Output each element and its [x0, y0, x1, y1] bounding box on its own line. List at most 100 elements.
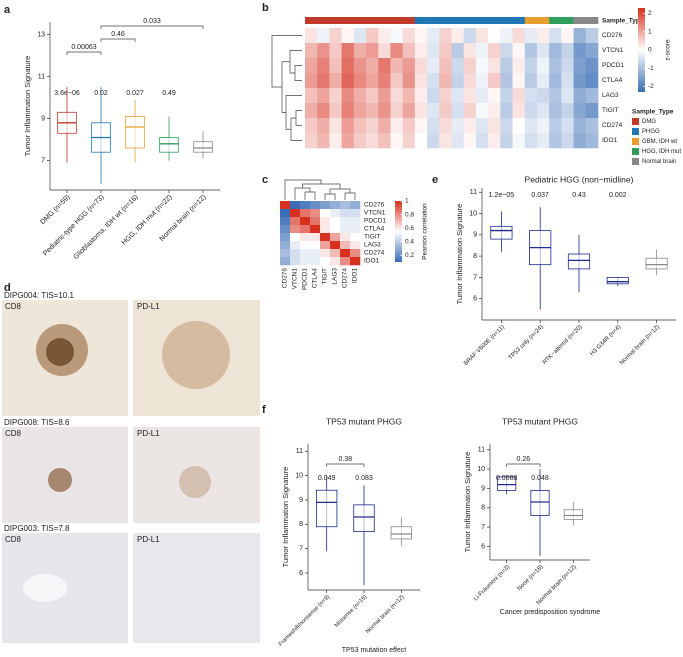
- heat-cell: [390, 43, 403, 59]
- heat-cell: [280, 209, 291, 218]
- heat-cell: [500, 133, 513, 149]
- heat-cell: [475, 103, 489, 119]
- heat-cell: [320, 249, 331, 258]
- comparison-bracket: [506, 463, 541, 467]
- heat-cell: [320, 233, 331, 242]
- heat-cell: [439, 133, 452, 149]
- heat-cell: [378, 28, 391, 44]
- heat-cell: [512, 43, 526, 59]
- heat-cell: [366, 73, 379, 89]
- heat-cell: [290, 201, 301, 210]
- heat-cell: [290, 209, 301, 218]
- heat-cell: [300, 241, 311, 250]
- heat-cell: [329, 88, 342, 104]
- sample-type-cell: [366, 17, 379, 24]
- p-value: 1.2e−05: [489, 192, 515, 199]
- heat-cell: [561, 118, 574, 134]
- heat-cell: [310, 201, 321, 210]
- heat-cell: [488, 88, 501, 104]
- heat-cell: [561, 58, 574, 74]
- heat-cell: [463, 28, 477, 44]
- heat-cell: [340, 217, 351, 226]
- y-tick-label: 7: [481, 524, 485, 531]
- heat-cell: [300, 209, 311, 218]
- heat-cell: [585, 43, 599, 59]
- panel-label: b: [262, 2, 269, 14]
- heat-cell: [585, 28, 599, 44]
- heat-cell: [536, 43, 550, 59]
- heat-cell: [475, 133, 489, 149]
- heat-cell: [414, 73, 428, 89]
- heat-cell: [475, 88, 489, 104]
- heat-cell: [317, 118, 330, 134]
- colorbar-tick-label: 0.4: [405, 238, 414, 245]
- heat-cell: [402, 28, 416, 44]
- heat-cell: [305, 43, 318, 59]
- heat-cell: [402, 118, 416, 134]
- heat-cell: [280, 201, 291, 210]
- heat-cell: [330, 217, 341, 226]
- heat-cell: [350, 201, 361, 210]
- heat-cell: [427, 88, 440, 104]
- x-tick-label: TP53 only (n=24): [508, 324, 545, 361]
- y-tick-label: 8: [473, 253, 477, 260]
- heat-cell: [585, 58, 599, 74]
- heat-cell: [488, 58, 501, 74]
- sample-type-cell: [439, 17, 452, 24]
- row-label: LAG3: [364, 242, 381, 249]
- heat-cell: [353, 28, 367, 44]
- heat-cell: [439, 103, 452, 119]
- heat-cell: [402, 88, 416, 104]
- heat-cell: [524, 43, 538, 59]
- sample-type-cell: [353, 17, 367, 24]
- sample-type-cell: [451, 17, 465, 24]
- heat-cell: [414, 103, 428, 119]
- panel-label: d: [4, 282, 11, 294]
- y-tick-label: 10: [295, 472, 303, 479]
- stain-blob: [179, 466, 211, 498]
- comparison-bracket: [66, 51, 102, 55]
- heat-cell: [536, 103, 550, 119]
- legend-swatch: [632, 138, 639, 145]
- heat-cell: [300, 233, 311, 242]
- annotation-label: Sample_Type: [602, 18, 644, 25]
- column-label: LAG3: [332, 268, 339, 285]
- sample-type-cell: [329, 17, 342, 24]
- y-tick-label: 13: [37, 31, 45, 38]
- x-tick-label: BRAF V600E (n=11): [463, 324, 506, 367]
- column-dendrogram: [284, 179, 356, 200]
- heat-cell: [427, 58, 440, 74]
- heat-cell: [330, 225, 341, 234]
- x-tick-label: H3 G34R (n=4): [589, 324, 622, 357]
- heat-cell: [414, 43, 428, 59]
- heat-cell: [402, 73, 416, 89]
- ihc-image: [133, 300, 260, 416]
- heat-cell: [320, 241, 331, 250]
- heat-cell: [573, 73, 587, 89]
- colorbar-tick-label: -2: [648, 83, 654, 90]
- colorbar-tick-label: 0.2: [405, 252, 414, 259]
- chart-title: Pediatric HGG (non−midline): [525, 174, 634, 184]
- heat-cell: [573, 43, 587, 59]
- heat-cell: [439, 28, 452, 44]
- y-tick-label: 8: [481, 505, 485, 512]
- comparison-p: 0.46: [111, 31, 125, 38]
- legend-label: DMG: [642, 119, 656, 125]
- p-value: 3.6e−06: [54, 90, 80, 97]
- comparison-p: 0.38: [339, 456, 353, 463]
- heat-cell: [329, 28, 342, 44]
- heat-cell: [350, 217, 361, 226]
- heat-cell: [439, 58, 452, 74]
- row-label: TIGIT: [364, 234, 381, 241]
- chart-title: TP53 mutant PHGG: [502, 416, 578, 426]
- sample-type-cell: [585, 17, 599, 24]
- row-label: CD274: [364, 250, 385, 257]
- y-axis-label: Tumor Inflammation Signature: [455, 204, 464, 305]
- heat-cell: [463, 133, 477, 149]
- heat-cell: [427, 103, 440, 119]
- p-value: 0.02: [94, 90, 108, 97]
- heat-cell: [350, 241, 361, 250]
- heat-cell: [439, 118, 452, 134]
- heat-cell: [305, 133, 318, 149]
